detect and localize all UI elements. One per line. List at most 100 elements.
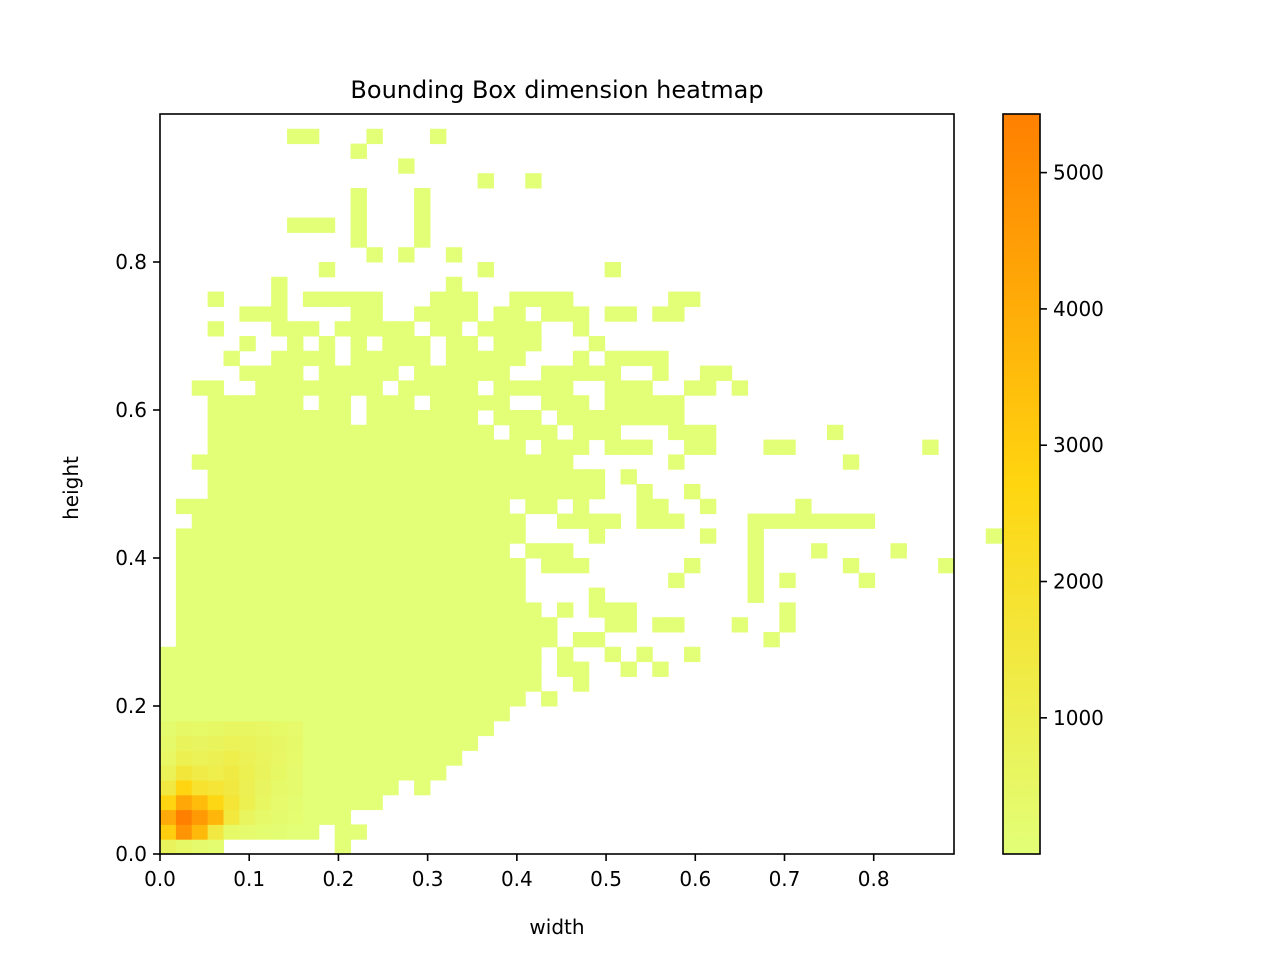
heatmap-cell (525, 424, 542, 441)
heatmap-cell (350, 365, 367, 381)
heatmap-cell (557, 543, 574, 559)
heatmap-cell (525, 336, 542, 352)
heatmap-cell (620, 469, 637, 485)
heatmap-cell (175, 587, 193, 603)
heatmap-cell (287, 750, 304, 766)
heatmap-cell (811, 513, 828, 529)
heatmap-cell (382, 572, 399, 589)
heatmap-cell (366, 572, 383, 589)
heatmap-cell (223, 706, 240, 722)
heatmap-cell (366, 587, 383, 603)
heatmap-cell (191, 780, 209, 796)
heatmap-cell (223, 824, 240, 840)
heatmap-cell (366, 350, 383, 367)
heatmap-cell (509, 632, 526, 648)
heatmap-cell (445, 306, 463, 322)
heatmap-cell (207, 794, 225, 811)
heatmap-cell (287, 217, 304, 233)
heatmap-cell (541, 424, 558, 441)
heatmap-cell (398, 735, 415, 751)
heatmap-cell (985, 528, 1003, 544)
heatmap-cell (398, 661, 415, 677)
heatmap-cell (160, 794, 177, 811)
heatmap-cell (191, 498, 209, 515)
heatmap-cell (525, 646, 542, 663)
heatmap-cell (382, 676, 399, 692)
heatmap-cell (557, 410, 574, 426)
heatmap-cell (604, 365, 622, 381)
heatmap-cell (334, 365, 352, 381)
heatmap-cell (366, 617, 383, 633)
heatmap-cell (493, 513, 510, 529)
heatmap-cell (414, 439, 431, 455)
heatmap-cell (414, 498, 431, 515)
heatmap-cell (461, 484, 479, 500)
heatmap-cell (350, 143, 367, 159)
heatmap-cell (318, 691, 336, 707)
heatmap-cell (747, 543, 764, 559)
heatmap-cell (287, 380, 304, 396)
heatmap-cell (747, 587, 764, 603)
heatmap-cell (160, 839, 177, 855)
heatmap-cell (572, 661, 590, 677)
heatmap-cell (477, 262, 494, 278)
heatmap-cell (461, 380, 479, 396)
heatmap-cell (398, 484, 415, 500)
heatmap-cell (557, 439, 574, 455)
heatmap-cell (525, 469, 542, 485)
heatmap-cell (382, 336, 399, 352)
heatmap-cell (350, 469, 367, 485)
colorbar-tick-label: 2000 (1053, 570, 1104, 594)
heatmap-cell (350, 720, 367, 737)
heatmap-cell (350, 321, 367, 337)
heatmap-cell (445, 543, 463, 559)
heatmap-cell (366, 247, 383, 263)
heatmap-cell (604, 439, 622, 455)
heatmap-cell (493, 321, 510, 337)
heatmap-cell (414, 202, 431, 219)
heatmap-cell (239, 646, 256, 663)
heatmap-cell (318, 706, 336, 722)
heatmap-cell (445, 646, 463, 663)
heatmap-cell (302, 780, 320, 796)
y-axis-ticks: 0.0 0.2 0.4 0.6 0.8 (115, 250, 160, 866)
heatmap-cell (572, 350, 590, 367)
heatmap-cell (414, 188, 431, 204)
heatmap-cell (493, 543, 510, 559)
heatmap-cell (811, 543, 828, 559)
heatmap-cell (398, 617, 415, 633)
heatmap-cell (334, 632, 352, 648)
heatmap-cell (207, 824, 225, 840)
heatmap-cell (572, 469, 590, 485)
heatmap-cell (366, 380, 383, 396)
heatmap-cell (414, 587, 431, 603)
heatmap-cell (779, 602, 796, 618)
heatmap-cell (334, 454, 352, 470)
heatmap-cell (287, 513, 304, 529)
heatmap-cell (318, 543, 336, 559)
heatmap-cell (493, 706, 510, 722)
heatmap-cell (414, 720, 431, 737)
heatmap-cell (429, 691, 447, 707)
heatmap-cell (461, 676, 479, 692)
heatmap-cell (445, 350, 463, 367)
heatmap-cell (318, 750, 336, 766)
heatmap-cell (414, 572, 431, 589)
heatmap-cell (588, 484, 606, 500)
heatmap-cell (541, 691, 558, 707)
heatmap-cell (223, 617, 240, 633)
heatmap-cell (604, 646, 622, 663)
heatmap-cell (604, 602, 622, 618)
heatmap-cell (334, 706, 352, 722)
heatmap-cell (271, 720, 288, 737)
heatmap-cell (652, 395, 669, 411)
heatmap-cell (557, 484, 574, 500)
heatmap-cell (287, 676, 304, 692)
heatmap-cell (271, 794, 288, 811)
heatmap-cell (350, 306, 367, 322)
heatmap-cell (207, 676, 225, 692)
heatmap-cell (366, 484, 383, 500)
heatmap-cell (191, 558, 209, 574)
heatmap-cell (175, 706, 193, 722)
heatmap-cell (160, 780, 177, 796)
